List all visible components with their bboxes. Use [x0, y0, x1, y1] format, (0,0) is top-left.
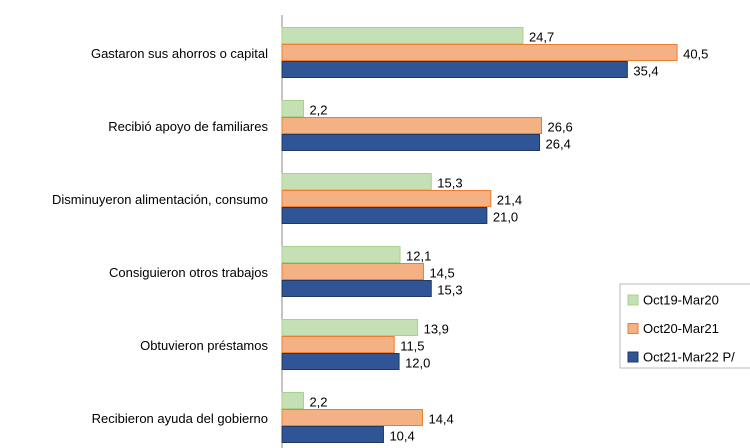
bar	[281, 44, 678, 61]
value-label: 12,1	[406, 248, 431, 263]
bar	[281, 190, 492, 207]
bar	[281, 426, 384, 443]
value-label: 12,0	[405, 355, 430, 370]
bar	[281, 392, 304, 409]
value-label: 21,0	[493, 209, 518, 224]
category-label: Obtuvieron préstamos	[140, 338, 268, 353]
bar	[281, 61, 628, 78]
value-label: 2,2	[309, 102, 327, 117]
legend-swatch	[627, 323, 639, 334]
value-label: 40,5	[683, 46, 708, 61]
category-label: Gastaron sus ahorros o capital	[91, 46, 268, 61]
bar	[281, 117, 542, 134]
bar	[281, 409, 423, 426]
value-label: 11,5	[400, 338, 424, 353]
bar	[281, 319, 419, 336]
legend-label: Oct21-Mar22 P/	[643, 349, 735, 364]
value-label: 10,4	[389, 428, 414, 443]
value-label: 2,2	[309, 394, 327, 409]
value-label: 26,4	[546, 136, 571, 151]
bar	[281, 336, 395, 353]
value-label: 14,4	[428, 411, 453, 426]
category-label: Consiguieron otros trabajos	[109, 265, 268, 280]
legend-swatch	[627, 351, 639, 363]
value-label: 35,4	[633, 63, 658, 78]
category-label: Disminuyeron alimentación, consumo	[52, 192, 268, 207]
bar	[281, 353, 400, 370]
bar	[281, 280, 432, 297]
bar	[281, 207, 488, 224]
legend-swatch	[627, 294, 639, 306]
value-label: 26,6	[547, 119, 572, 134]
value-label: 21,4	[497, 192, 522, 207]
bar	[281, 246, 401, 263]
bar	[281, 100, 304, 117]
legend-box	[619, 283, 750, 369]
value-label: 14,5	[429, 265, 454, 280]
category-label: Recibió apoyo de familiares	[108, 119, 268, 134]
bar	[281, 134, 541, 151]
value-label: 13,9	[424, 321, 449, 336]
legend-label: Oct20-Mar21	[643, 321, 719, 336]
bar	[281, 27, 524, 44]
bar	[281, 263, 424, 280]
value-label: 15,3	[437, 175, 462, 190]
value-label: 24,7	[529, 29, 554, 44]
bar	[281, 173, 432, 190]
value-label: 15,3	[437, 282, 462, 297]
category-label: Recibieron ayuda del gobierno	[92, 411, 268, 426]
legend-label: Oct19-Mar20	[643, 292, 719, 307]
